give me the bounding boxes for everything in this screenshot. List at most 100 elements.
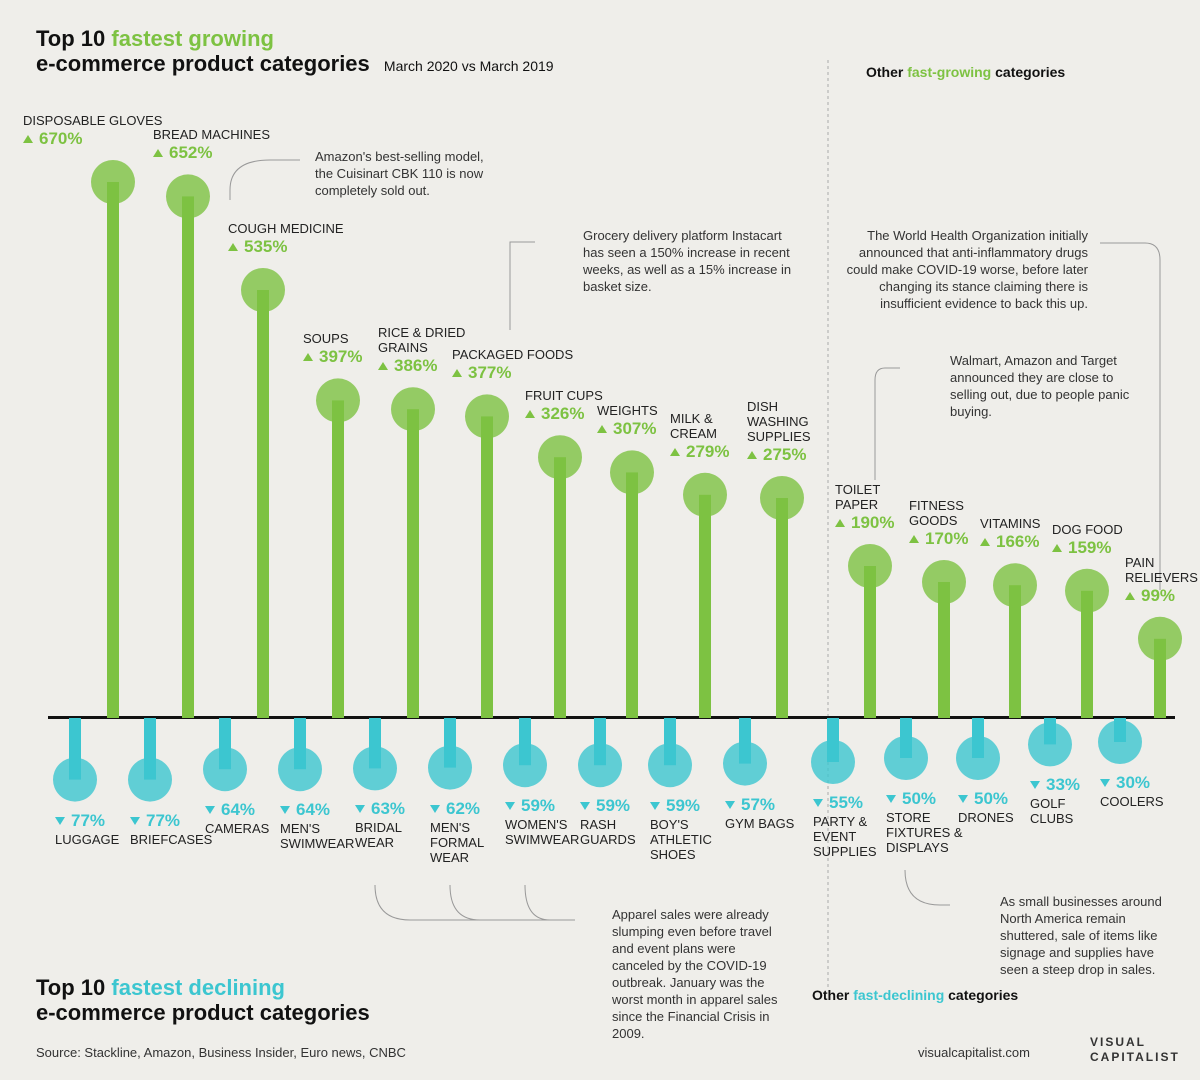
dot bbox=[91, 160, 135, 204]
arrow bbox=[1125, 591, 1135, 600]
arrow bbox=[505, 802, 515, 811]
category-label: 59% BOY'S ATHLETIC SHOES bbox=[650, 795, 720, 862]
value-label: 652% bbox=[169, 143, 213, 163]
dot bbox=[503, 743, 547, 788]
dot bbox=[203, 747, 247, 792]
annotation: Amazon's best-selling model, the Cuisina… bbox=[315, 149, 484, 198]
category-label: BREAD MACHINES 652% bbox=[153, 127, 283, 164]
value-label: 670% bbox=[39, 129, 83, 148]
arrow bbox=[153, 149, 163, 158]
value-label: 159% bbox=[1068, 537, 1112, 557]
value-label-row: 275% bbox=[747, 444, 822, 466]
category-name: COOLERS bbox=[1100, 794, 1164, 809]
dot bbox=[1065, 568, 1109, 613]
baseline bbox=[48, 716, 1175, 719]
value-label-row: 59% bbox=[505, 795, 585, 817]
arrow bbox=[1052, 543, 1062, 552]
connector bbox=[904, 869, 950, 906]
category-name: PARTY & EVENT SUPPLIES bbox=[813, 814, 877, 859]
dot bbox=[241, 268, 285, 312]
dot bbox=[848, 544, 892, 588]
category-name: MILK & CREAM bbox=[670, 410, 717, 441]
arrow bbox=[747, 451, 757, 459]
title-highlight: fast-growing bbox=[907, 64, 992, 80]
value-label-row: 30% bbox=[1100, 772, 1170, 794]
category-label: 77% LUGGAGE bbox=[55, 810, 125, 847]
value-label: 170% bbox=[925, 529, 969, 548]
other-declining-title: Other fast-declining categories bbox=[812, 987, 1018, 1003]
title-part: Top 10 bbox=[36, 26, 106, 51]
value-label-row: 50% bbox=[886, 788, 966, 810]
value-label-row: 397% bbox=[303, 346, 383, 368]
stem bbox=[699, 494, 711, 718]
title-highlight: fast-declining bbox=[853, 987, 945, 1003]
arrow bbox=[886, 795, 896, 803]
value-label-row: 670% bbox=[23, 128, 163, 150]
dot bbox=[166, 174, 210, 219]
category-name: WOMEN'S SWIMWEAR bbox=[505, 817, 580, 848]
category-name: BRIDAL WEAR bbox=[355, 820, 402, 851]
arrow bbox=[1100, 779, 1110, 787]
value-label-row: 170% bbox=[909, 528, 969, 550]
arrow bbox=[280, 806, 290, 815]
dot bbox=[53, 757, 97, 802]
dot bbox=[578, 743, 622, 788]
annotation: The World Health Organization initially … bbox=[846, 228, 1088, 311]
stem bbox=[481, 416, 493, 718]
category-name: FRUIT CUPS bbox=[525, 388, 603, 404]
category-label: 64% CAMERAS bbox=[205, 799, 280, 836]
category-label: FITNESS GOODS 170% bbox=[909, 498, 969, 550]
value-label-row: 50% bbox=[958, 788, 1028, 810]
category-label: 77% BRIEFCASES bbox=[130, 810, 212, 847]
value-label-row: 64% bbox=[205, 799, 280, 821]
category-name: LUGGAGE bbox=[55, 831, 120, 847]
category-name: CAMERAS bbox=[205, 821, 270, 837]
category-name: DISPOSABLE GLOVES bbox=[23, 113, 163, 128]
brand: VISUAL CAPITALIST bbox=[1090, 1035, 1180, 1065]
arrow bbox=[958, 795, 968, 803]
arrow bbox=[909, 535, 919, 543]
value-label: 50% bbox=[902, 789, 937, 808]
connector bbox=[374, 884, 575, 921]
value-label-row: 59% bbox=[650, 795, 720, 817]
category-label: SOUPS 397% bbox=[303, 331, 383, 368]
title-highlight: fastest growing bbox=[111, 26, 274, 51]
site: visualcapitalist.com bbox=[918, 1045, 1030, 1060]
arrow bbox=[835, 519, 845, 527]
title-part: Top 10 bbox=[36, 975, 106, 1000]
category-name: DRONES bbox=[958, 810, 1014, 825]
category-name: MEN'S FORMAL WEAR bbox=[430, 819, 484, 865]
stem bbox=[776, 498, 788, 718]
arrow bbox=[130, 816, 140, 825]
stem bbox=[332, 400, 344, 718]
connector bbox=[1100, 242, 1161, 590]
category-name: RASH GUARDS bbox=[580, 817, 636, 848]
category-label: 57% GYM BAGS bbox=[725, 794, 805, 831]
dot bbox=[922, 560, 966, 604]
value-label-row: 57% bbox=[725, 794, 805, 816]
category-name: COUGH MEDICINE bbox=[228, 221, 344, 236]
stem bbox=[1081, 590, 1093, 718]
connector bbox=[524, 884, 551, 921]
arrow bbox=[580, 802, 590, 811]
annotation: Walmart, Amazon and Target announced the… bbox=[950, 353, 1130, 419]
stem bbox=[1009, 585, 1021, 718]
stem bbox=[407, 409, 419, 718]
arrow bbox=[452, 369, 462, 378]
value-label-row: 386% bbox=[378, 355, 478, 377]
value-label-row: 535% bbox=[228, 236, 358, 258]
category-label: 64% MEN'S SWIMWEAR bbox=[280, 799, 354, 851]
value-label: 59% bbox=[521, 796, 556, 816]
category-label: PAIN RELIEVERS 99% bbox=[1125, 555, 1198, 607]
growing-title: Top 10 fastest growing e-commerce produc… bbox=[36, 26, 554, 79]
brand-line: CAPITALIST bbox=[1090, 1050, 1180, 1064]
category-label: 30% COOLERS bbox=[1100, 772, 1170, 809]
value-label: 377% bbox=[468, 363, 512, 383]
stem bbox=[107, 182, 119, 718]
arrow bbox=[725, 800, 735, 809]
category-label: 33% GOLF CLUBS bbox=[1030, 774, 1110, 826]
value-label-row: 652% bbox=[153, 142, 283, 164]
value-label: 33% bbox=[1046, 775, 1081, 795]
arrow bbox=[650, 802, 660, 811]
